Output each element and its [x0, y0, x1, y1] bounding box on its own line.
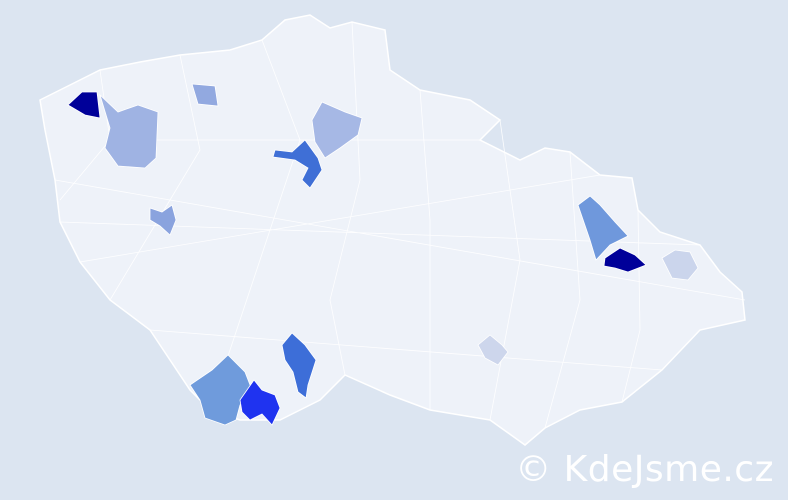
highlighted-district[interactable]: [191, 83, 219, 107]
country-outline: [39, 14, 746, 446]
highlighted-district[interactable]: [67, 91, 101, 119]
highlighted-district[interactable]: [477, 334, 509, 366]
highlighted-district[interactable]: [272, 139, 323, 189]
highlighted-district[interactable]: [577, 195, 629, 261]
highlighted-district[interactable]: [189, 354, 253, 426]
highlighted-district[interactable]: [99, 93, 159, 169]
highlighted-district[interactable]: [661, 249, 699, 281]
highlighted-district[interactable]: [603, 247, 647, 273]
highlighted-district[interactable]: [311, 101, 363, 159]
watermark: © KdeJsme.cz: [515, 449, 774, 490]
highlighted-district[interactable]: [281, 332, 317, 399]
highlighted-district[interactable]: [149, 204, 177, 236]
highlighted-district[interactable]: [239, 379, 281, 426]
